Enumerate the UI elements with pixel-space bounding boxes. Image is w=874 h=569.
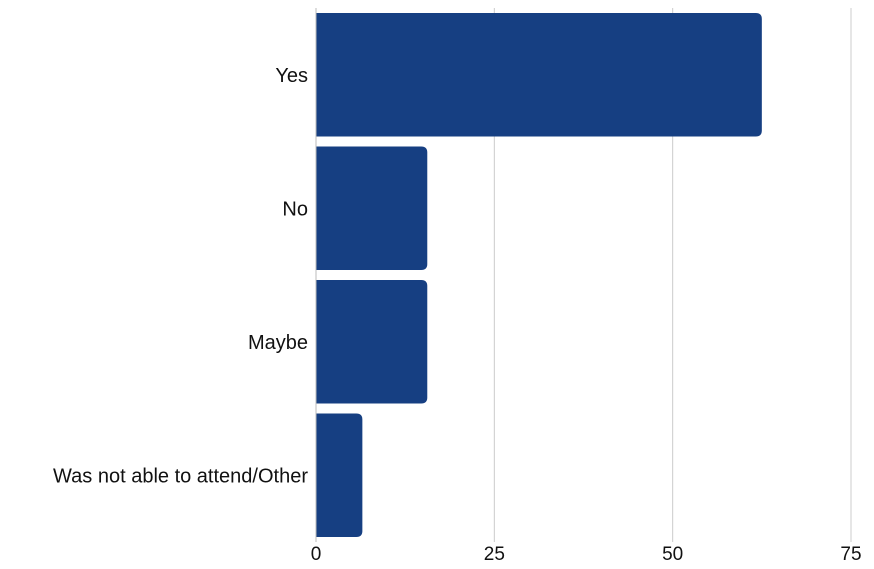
x-tick-label: 50 xyxy=(662,544,683,564)
category-labels: Yes No Maybe Was not able to attend/Other xyxy=(53,65,308,488)
bar-was-not-able-to-attend-other xyxy=(316,413,363,537)
x-tick-label: 0 xyxy=(311,544,322,564)
category-label: Was not able to attend/Other xyxy=(53,465,308,487)
x-tick-label: 25 xyxy=(484,544,505,564)
category-label: Maybe xyxy=(248,332,308,354)
bar-no xyxy=(316,146,428,270)
bar-yes xyxy=(316,13,762,137)
category-label: Yes xyxy=(275,65,308,87)
x-tick-label: 75 xyxy=(840,544,861,564)
bar-maybe xyxy=(316,280,428,404)
category-label: No xyxy=(282,198,308,220)
bars xyxy=(316,13,762,537)
x-tick-labels: 0 25 50 75 xyxy=(311,544,862,565)
